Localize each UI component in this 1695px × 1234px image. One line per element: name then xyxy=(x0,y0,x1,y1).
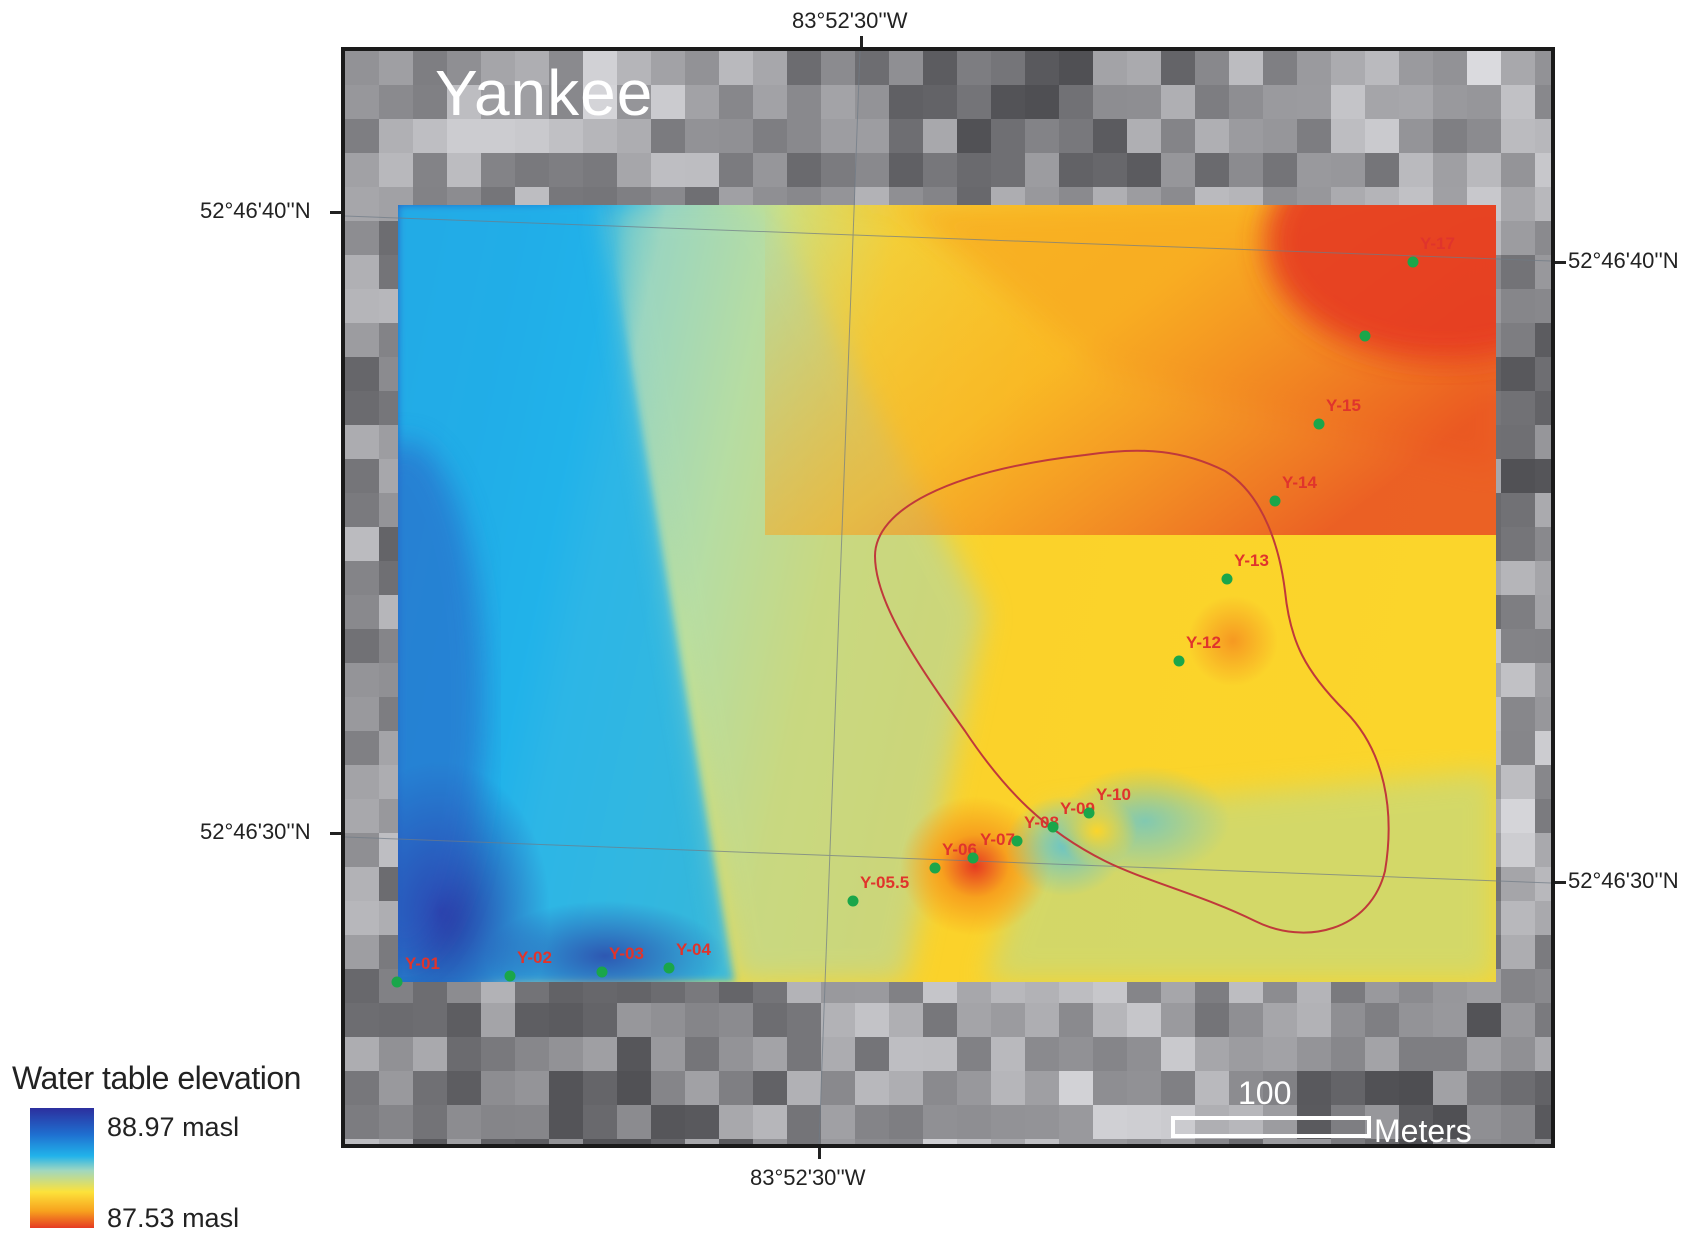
well-marker-y-06[interactable] xyxy=(929,862,941,874)
well-label-y-10: Y-10 xyxy=(1096,785,1131,804)
well-label-y-07: Y-07 xyxy=(980,830,1015,849)
map-canvas: Y-01 Y-02 Y-03 Y-04Y-05.5Y-06Y-07Y-08Y-09Y-… xyxy=(345,51,1551,1144)
legend-max-label: 88.97 masl xyxy=(107,1112,240,1142)
bottom-longitude-label: 83°52'30''W xyxy=(750,1165,866,1190)
wells-layer: Y-01 Y-02 Y-03 Y-04Y-05.5Y-06Y-07Y-08Y-09Y-… xyxy=(391,234,1455,988)
scale-bar xyxy=(1171,1116,1371,1138)
well-marker-y-08[interactable] xyxy=(1011,835,1023,847)
water-table-surface xyxy=(398,205,1496,982)
well-label-y-01: Y-01 xyxy=(405,954,440,973)
scale-bar-value: 100 xyxy=(1238,1075,1292,1111)
well-marker-y-04[interactable] xyxy=(663,962,675,974)
left-latitude-top-label: 52°46'40''N xyxy=(200,198,311,223)
well-marker-y-13[interactable] xyxy=(1221,573,1233,585)
well-label-y-06: Y-06 xyxy=(942,840,977,859)
left-tick-top xyxy=(330,211,342,214)
well-marker-y-05.5[interactable] xyxy=(847,895,859,907)
well-label-y-13: Y-13 xyxy=(1234,551,1269,570)
well-label-y-15: Y-15 xyxy=(1326,396,1361,415)
well-label-y-04: Y-04 xyxy=(676,940,712,959)
well-marker-y-17[interactable] xyxy=(1407,256,1419,268)
well-label-y-02: Y-02 xyxy=(517,948,552,967)
right-tick-bottom xyxy=(1554,881,1566,884)
legend-color-ramp xyxy=(30,1108,94,1228)
well-label-y-05.5: Y-05.5 xyxy=(860,873,909,892)
scale-bar-unit: Meters xyxy=(1374,1113,1472,1148)
study-area-outline xyxy=(873,449,1390,934)
left-tick-bottom xyxy=(330,832,342,835)
map-frame[interactable]: Y-01 Y-02 Y-03 Y-04 Y-05.5 Y-06 Y-07 Y-08 Y-09 Y-… xyxy=(341,47,1555,1148)
well-marker-y-10[interactable] xyxy=(1083,807,1095,819)
well-marker-unlabeled[interactable] xyxy=(1359,330,1371,342)
well-marker-y-15[interactable] xyxy=(1313,418,1325,430)
map-title: Yankee xyxy=(435,57,654,129)
top-tick xyxy=(860,36,863,48)
well-marker-y-12[interactable] xyxy=(1173,655,1185,667)
well-label-y-12: Y-12 xyxy=(1186,633,1221,652)
right-tick-top xyxy=(1554,261,1566,264)
well-label-y-03: Y-03 xyxy=(609,944,644,963)
well-label-y-14: Y-14 xyxy=(1282,473,1318,492)
well-label-y-17: Y-17 xyxy=(1420,234,1455,253)
graticule xyxy=(345,51,1551,1144)
well-marker-y-01[interactable] xyxy=(391,976,403,988)
right-latitude-bottom-label: 52°46'30''N xyxy=(1568,868,1679,893)
right-latitude-top-label: 52°46'40''N xyxy=(1568,248,1679,273)
bottom-tick xyxy=(818,1147,821,1159)
well-marker-y-03[interactable] xyxy=(596,966,608,978)
left-latitude-bottom-label: 52°46'30''N xyxy=(200,819,311,844)
legend-min-label: 87.53 masl xyxy=(107,1203,240,1233)
well-marker-y-07[interactable] xyxy=(967,852,979,864)
top-longitude-label: 83°52'30''W xyxy=(792,8,908,33)
well-marker-y-14[interactable] xyxy=(1269,495,1281,507)
well-marker-y-02[interactable] xyxy=(504,970,516,982)
legend-title: Water table elevation xyxy=(12,1060,301,1096)
well-marker-y-09[interactable] xyxy=(1047,821,1059,833)
